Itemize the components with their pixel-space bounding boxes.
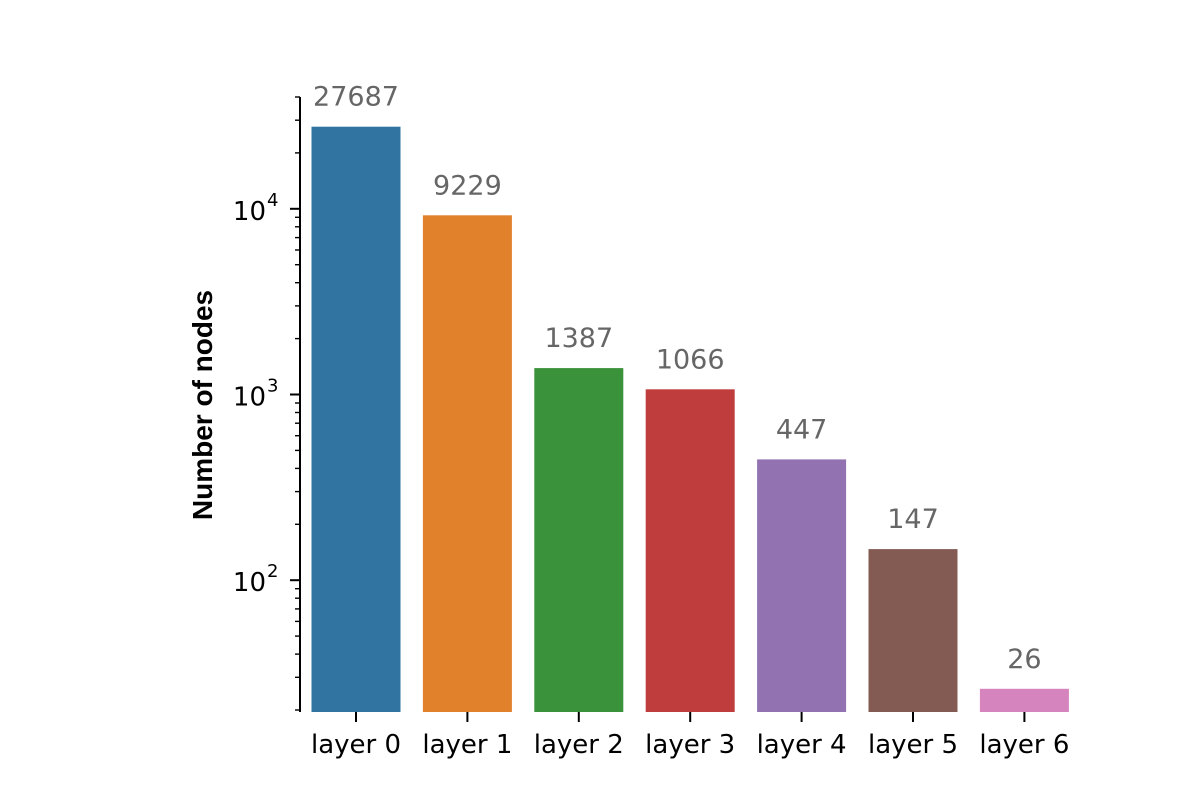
y-tick-label: 10 3 (233, 376, 279, 413)
x-axis: layer 0 layer 1 layer 2 layer 3 layer 4 layer… (311, 712, 1069, 760)
y-tick-exponent: 2 (267, 561, 278, 582)
value-label: 26 (1007, 644, 1041, 675)
y-tick-exponent: 4 (267, 190, 278, 211)
y-tick-base: 10 (233, 383, 266, 413)
bar-layer-3 (645, 389, 735, 712)
y-tick-base: 10 (233, 568, 266, 598)
bar-layer-1 (422, 215, 512, 713)
bar-layer-6 (979, 688, 1069, 712)
value-label: 9229 (433, 170, 502, 201)
bar-layer-5 (868, 549, 958, 712)
bar-layer-2 (534, 368, 624, 712)
bars-group (311, 126, 1069, 713)
x-tick-label: layer 3 (645, 730, 735, 760)
value-label: 1387 (544, 323, 613, 354)
x-tick-label: layer 1 (422, 730, 512, 760)
value-label: 447 (776, 414, 828, 445)
value-label: 1066 (656, 344, 725, 375)
x-tick-label: layer 5 (868, 730, 958, 760)
bar-layer-4 (757, 459, 847, 712)
value-labels-group: 27687 9229 1387 1066 447 147 26 (313, 82, 1042, 675)
x-tick-label: layer 6 (979, 730, 1069, 760)
x-tick-label: layer 2 (534, 730, 624, 760)
x-tick-label: layer 0 (311, 730, 401, 760)
value-label: 27687 (313, 82, 399, 113)
value-label: 147 (887, 504, 939, 535)
y-tick-exponent: 3 (267, 376, 278, 397)
bar-layer-0 (311, 126, 401, 712)
y-tick-base: 10 (233, 197, 266, 227)
y-tick-label: 10 4 (233, 190, 279, 227)
x-tick-label: layer 4 (757, 730, 847, 760)
y-tick-label: 10 2 (233, 561, 279, 598)
y-axis-label: Number of nodes (187, 290, 218, 520)
